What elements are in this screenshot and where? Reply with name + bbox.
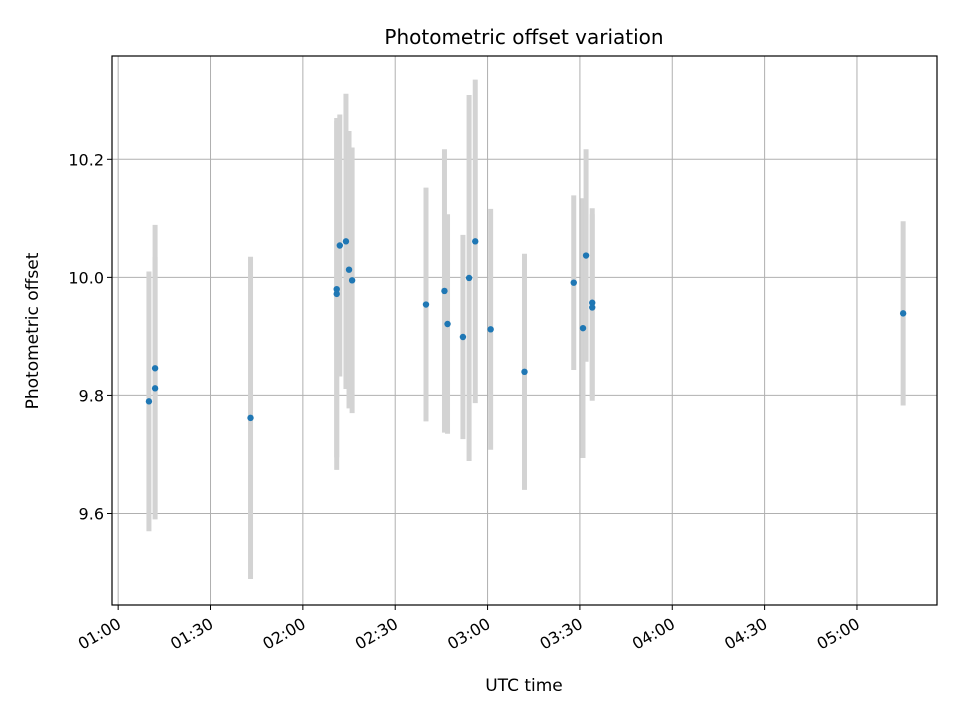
x-tick-label: 03:30 [536, 614, 585, 654]
x-tick-label: 02:00 [259, 614, 308, 654]
data-point [333, 285, 340, 293]
data-point [570, 279, 577, 286]
x-axis-label: UTC time [485, 676, 563, 696]
data-point [589, 304, 596, 311]
data-point [579, 324, 587, 332]
x-axis-ticks: 01:00 01:30 02:00 02:30 03:00 03:30 04:00 04:30… [75, 605, 863, 654]
y-tick-label: 9.6 [79, 505, 104, 524]
data-point [899, 310, 907, 317]
y-tick-label: 10.0 [68, 268, 104, 287]
data-point [145, 398, 153, 405]
y-tick-label: 10.2 [68, 150, 104, 169]
x-tick-label: 01:00 [75, 614, 124, 654]
error-bars [146, 79, 906, 580]
data-point [459, 333, 467, 341]
data-point [247, 414, 254, 422]
data-point [345, 266, 353, 273]
y-tick-label: 9.8 [79, 386, 104, 405]
data-point [444, 320, 451, 328]
chart-title: Photometric offset variation [384, 25, 663, 49]
x-tick-label: 04:30 [721, 614, 770, 654]
data-point [348, 277, 356, 284]
data-point [151, 365, 159, 372]
data-points [145, 238, 907, 422]
x-tick-label: 02:30 [352, 614, 401, 654]
data-point [472, 238, 479, 245]
data-point [336, 242, 343, 249]
data-point [422, 301, 430, 308]
data-point [589, 299, 596, 306]
data-point [441, 287, 448, 295]
x-tick-label: 05:00 [814, 614, 863, 654]
data-point [487, 326, 494, 333]
data-point [151, 385, 159, 392]
y-axis-ticks: 9.6 9.8 10.0 10.2 [68, 150, 112, 524]
plot-frame [111, 55, 938, 606]
x-tick-label: 04:00 [629, 614, 678, 654]
data-point [582, 252, 590, 259]
x-tick-label: 03:00 [444, 614, 493, 654]
y-axis-label: Photometric offset [23, 252, 43, 409]
x-tick-label: 01:30 [167, 614, 216, 654]
data-point [342, 238, 350, 245]
data-point [333, 290, 340, 298]
data-point [521, 368, 528, 376]
data-point [465, 274, 473, 282]
